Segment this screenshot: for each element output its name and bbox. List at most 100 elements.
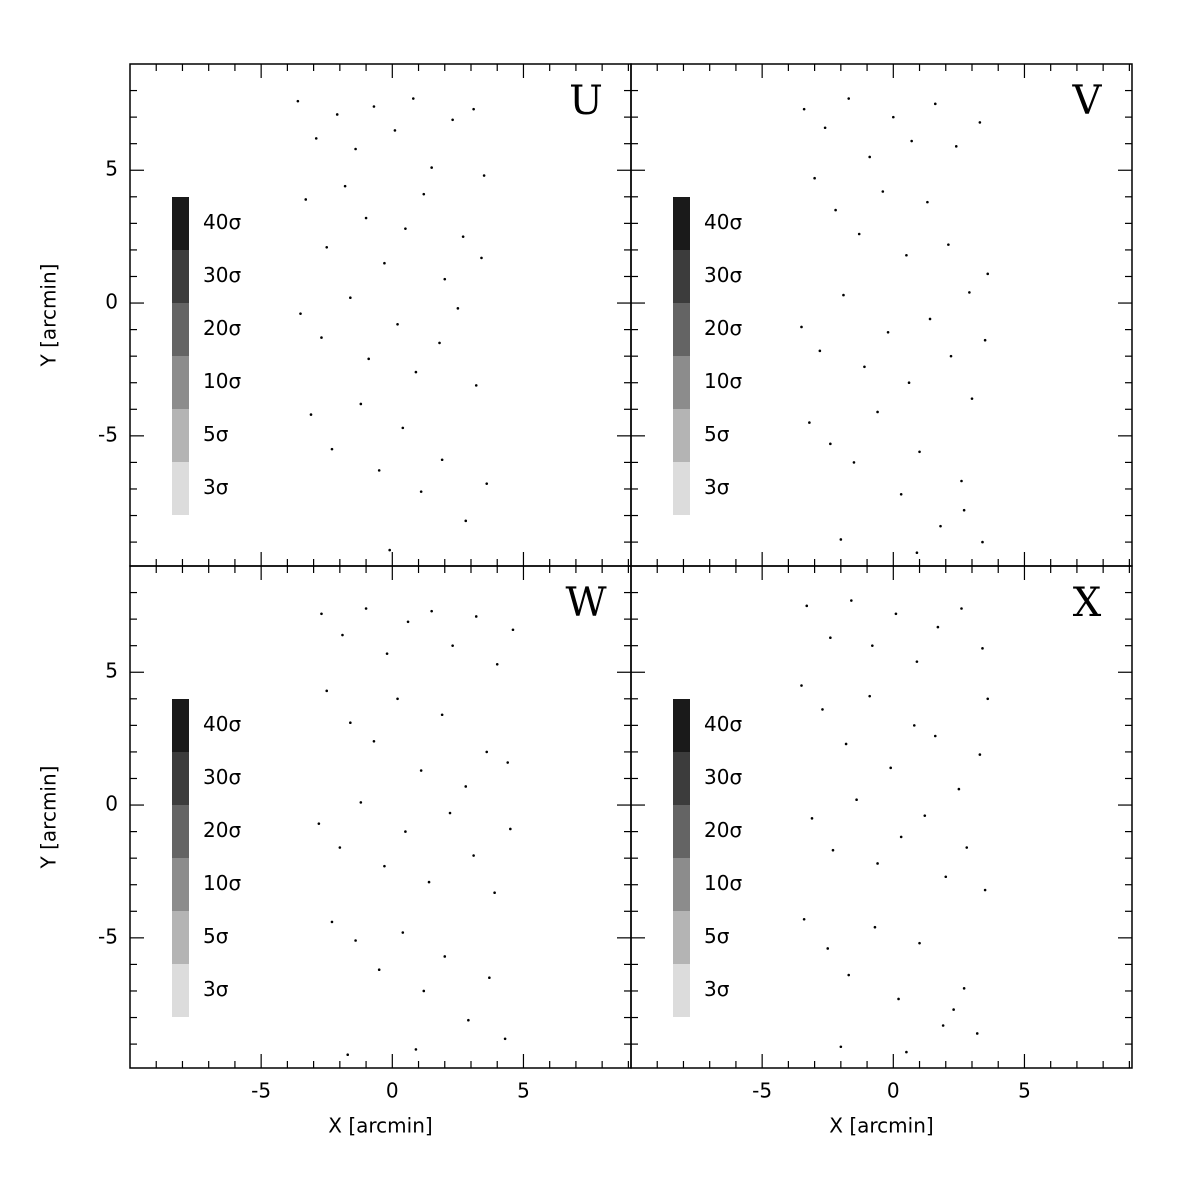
point [451, 118, 454, 122]
point [907, 381, 911, 385]
point [393, 129, 397, 132]
point [474, 384, 478, 387]
point [871, 644, 874, 647]
point [330, 920, 334, 924]
point [800, 684, 803, 687]
panel-label: X [1073, 580, 1102, 626]
point [962, 987, 966, 990]
colorbar-swatch [172, 752, 189, 805]
x-tick-label: -5 [752, 1079, 772, 1103]
colorbar-label: 30σ [704, 263, 742, 287]
colorbar-swatch [673, 805, 690, 858]
point [876, 862, 879, 865]
point [808, 421, 811, 424]
point [842, 293, 845, 297]
point [986, 272, 990, 276]
point [868, 155, 871, 159]
point [949, 354, 953, 358]
colorbar-label: 10σ [203, 871, 241, 895]
point [364, 607, 368, 610]
point [443, 277, 447, 281]
point [915, 660, 919, 663]
point [863, 365, 866, 369]
point [899, 835, 903, 839]
point [857, 232, 861, 236]
point [406, 620, 410, 624]
point [440, 713, 444, 717]
point [325, 689, 329, 693]
x-axis-label: X [arcmin] [328, 1114, 432, 1138]
point [954, 145, 958, 148]
point [918, 941, 921, 945]
point [383, 864, 386, 868]
point [401, 931, 405, 934]
x-tick-label: 5 [517, 1079, 530, 1103]
point [480, 256, 483, 260]
point [511, 628, 515, 632]
colorbar-swatch [172, 197, 189, 250]
point [915, 551, 919, 555]
point [385, 652, 389, 655]
point [349, 296, 352, 300]
panel-frame [630, 565, 1133, 1069]
point [388, 548, 391, 552]
colorbar-swatch [172, 356, 189, 409]
point [419, 490, 423, 493]
point [968, 291, 971, 294]
colorbar-label: 20σ [704, 316, 742, 340]
colorbar-swatch [673, 197, 690, 250]
point [844, 742, 848, 746]
point [349, 721, 352, 725]
point [509, 827, 512, 831]
colorbar-swatch [172, 858, 189, 911]
point [873, 925, 877, 929]
colorbar-label: 30σ [704, 765, 742, 789]
point [821, 708, 824, 711]
point [939, 524, 942, 528]
point [451, 644, 454, 647]
point [474, 615, 478, 618]
point [962, 508, 966, 512]
point [892, 115, 895, 119]
point [354, 147, 357, 151]
y-tick-label: -5 [98, 422, 118, 446]
x-tick-label: -5 [251, 1079, 271, 1103]
point [852, 461, 856, 464]
point [810, 817, 814, 820]
colorbar-swatch [172, 699, 189, 752]
colorbar-label: 5σ [203, 924, 229, 948]
colorbar-label: 20σ [203, 316, 241, 340]
point [304, 198, 308, 201]
point [826, 947, 830, 950]
point [839, 538, 843, 541]
point [506, 761, 510, 764]
point [983, 338, 987, 342]
colorbar-swatch [172, 911, 189, 964]
point [338, 846, 342, 849]
point [419, 769, 423, 772]
x-tick-label: 5 [1018, 1079, 1031, 1103]
point [829, 636, 832, 640]
panel-label: W [565, 580, 606, 626]
point [910, 139, 913, 143]
point [839, 1045, 843, 1049]
point [396, 322, 399, 326]
point [372, 740, 376, 743]
x-tick-label: 0 [386, 1079, 399, 1103]
point [881, 190, 885, 193]
point [960, 607, 963, 610]
colorbar-label: 5σ [704, 924, 730, 948]
point [296, 99, 300, 103]
point [802, 917, 806, 921]
point [456, 307, 460, 310]
point [981, 647, 984, 650]
point [886, 330, 890, 334]
point [411, 97, 415, 100]
point [912, 724, 916, 727]
point [472, 854, 475, 857]
panel-label: V [1072, 78, 1103, 124]
point [354, 939, 357, 942]
point [823, 126, 827, 130]
point [422, 989, 426, 993]
point [847, 973, 851, 977]
